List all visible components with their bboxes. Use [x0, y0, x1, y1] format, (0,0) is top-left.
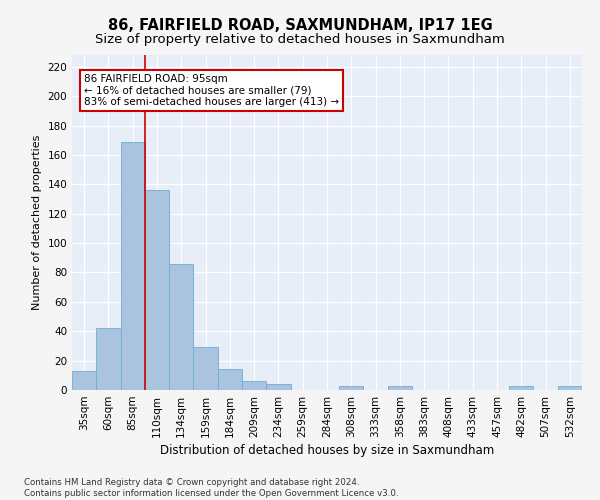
Bar [121, 142, 145, 390]
Bar [193, 348, 218, 390]
Text: Contains HM Land Registry data © Crown copyright and database right 2024.
Contai: Contains HM Land Registry data © Crown c… [24, 478, 398, 498]
Text: 86, FAIRFIELD ROAD, SAXMUNDHAM, IP17 1EG: 86, FAIRFIELD ROAD, SAXMUNDHAM, IP17 1EG [107, 18, 493, 32]
Bar [339, 386, 364, 390]
Bar [145, 190, 169, 390]
X-axis label: Distribution of detached houses by size in Saxmundham: Distribution of detached houses by size … [160, 444, 494, 457]
Bar [242, 381, 266, 390]
Bar [509, 386, 533, 390]
Bar [169, 264, 193, 390]
Y-axis label: Number of detached properties: Number of detached properties [32, 135, 42, 310]
Bar [388, 386, 412, 390]
Bar [266, 384, 290, 390]
Bar [72, 371, 96, 390]
Bar [558, 386, 582, 390]
Bar [218, 370, 242, 390]
Bar [96, 328, 121, 390]
Text: 86 FAIRFIELD ROAD: 95sqm
← 16% of detached houses are smaller (79)
83% of semi-d: 86 FAIRFIELD ROAD: 95sqm ← 16% of detach… [84, 74, 339, 108]
Text: Size of property relative to detached houses in Saxmundham: Size of property relative to detached ho… [95, 32, 505, 46]
